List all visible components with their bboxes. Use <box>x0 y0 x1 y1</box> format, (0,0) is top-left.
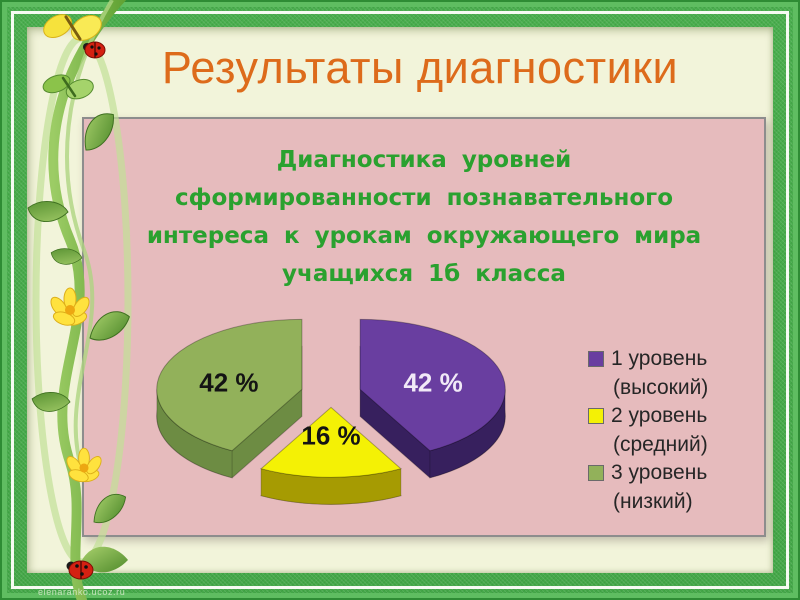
legend-swatch <box>588 408 604 425</box>
chart-title-line: учащихся 1б класса <box>282 261 566 287</box>
chart-legend: 1 уровень (высокий) 2 уровень (средний) … <box>588 345 758 516</box>
legend-label: 2 уровень <box>611 404 708 427</box>
legend-sublabel: (высокий) <box>613 375 709 399</box>
legend-swatch <box>588 351 604 368</box>
chart-title: Диагностика уровней сформированности поз… <box>84 119 764 293</box>
legend-item: 3 уровень (низкий) <box>588 459 758 516</box>
page-title: Результаты диагностики <box>161 42 679 93</box>
watermark: elenaranko.ucoz.ru <box>38 587 126 597</box>
chart-title-line: сформированности познавательного <box>174 185 674 211</box>
legend-label: 3 уровень <box>611 461 708 484</box>
legend-sublabel: (средний) <box>613 432 708 456</box>
chart-title-line: интереса к урокам окружающего мира <box>146 223 702 249</box>
legend-item: 1 уровень (высокий) <box>588 345 758 402</box>
legend-swatch <box>588 465 604 482</box>
legend-label: 1 уровень <box>611 347 708 370</box>
chart-title-line: Диагностика уровней <box>276 147 572 173</box>
legend-item: 2 уровень (средний) <box>588 402 758 459</box>
legend-sublabel: (низкий) <box>613 489 693 513</box>
